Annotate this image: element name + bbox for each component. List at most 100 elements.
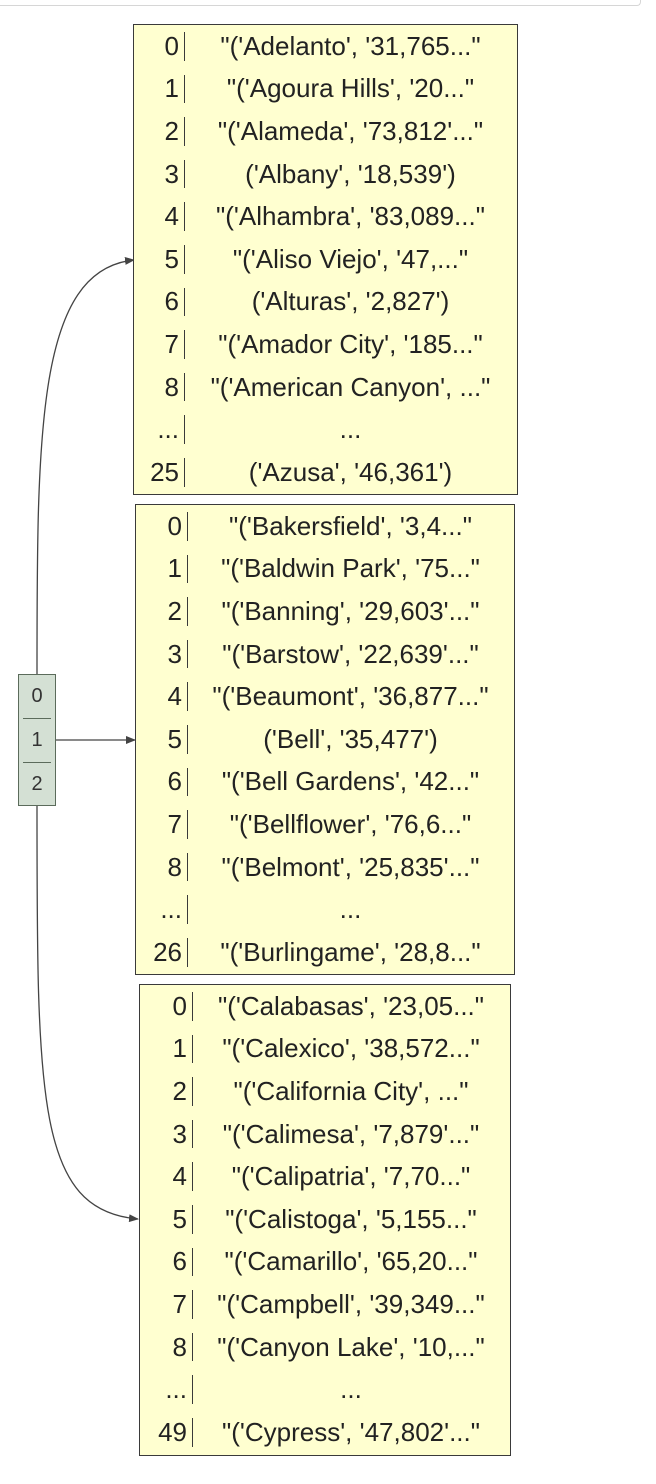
row-index: 5	[167, 723, 182, 754]
list-row: 4 "('Calipatria', '7,70..."	[140, 1155, 510, 1198]
row-value: "('Banning', '29,603'..."	[221, 595, 480, 626]
column-separator	[184, 372, 185, 402]
row-index: ...	[165, 1374, 187, 1405]
list-row: 4 "('Beaumont', '36,877..."	[136, 675, 514, 718]
row-index: 1	[172, 1033, 187, 1064]
column-separator	[192, 1247, 193, 1277]
column-separator	[192, 1375, 193, 1404]
outer-divider	[23, 762, 51, 763]
list-row: 49 "('Cypress', '47,802'..."	[140, 1411, 510, 1454]
list-row: 7 "('Amador City', '185..."	[134, 323, 517, 366]
outer-index: 0	[31, 685, 43, 707]
row-index: 7	[167, 808, 182, 839]
column-separator	[187, 810, 188, 839]
row-value: ('Bell', '35,477')	[263, 723, 438, 754]
outer-index: 1	[31, 729, 43, 751]
row-value: "('Beaumont', '36,877..."	[212, 681, 489, 712]
list-row: 2 "('California City', ..."	[140, 1070, 510, 1113]
list-row: 6 "('Bell Gardens', '42..."	[136, 761, 514, 804]
row-value: "('Bellflower', '76,6..."	[229, 808, 472, 839]
list-row: 1 "('Calexico', '38,572..."	[140, 1028, 510, 1071]
list-row: 3 "('Calimesa', '7,879'..."	[140, 1113, 510, 1156]
row-value: "('Burlingame', '28,8..."	[220, 936, 481, 967]
row-index: 8	[164, 371, 179, 402]
row-value: "('Calimesa', '7,879'..."	[222, 1118, 480, 1149]
list-row: 25 ('Azusa', '46,361')	[134, 451, 517, 494]
row-index: 7	[172, 1288, 187, 1319]
row-value: ('Albany', '18,539')	[245, 158, 456, 189]
column-separator	[187, 597, 188, 626]
column-separator	[192, 1418, 193, 1447]
column-separator	[184, 458, 185, 487]
column-separator	[184, 117, 185, 146]
list-row: 4 "('Alhambra', '83,089..."	[134, 195, 517, 238]
list-row: 5 "('Calistoga', '5,155..."	[140, 1198, 510, 1241]
row-index: 4	[164, 201, 179, 232]
list-row: 26 "('Burlingame', '28,8..."	[136, 931, 514, 974]
column-separator	[187, 895, 188, 924]
row-value: ('Alturas', '2,827')	[251, 286, 450, 317]
row-index: 6	[164, 286, 179, 317]
column-separator	[184, 415, 185, 444]
list-row: 3 ('Albany', '18,539')	[134, 153, 517, 196]
list-row: ......	[134, 408, 517, 451]
row-index: 6	[172, 1246, 187, 1277]
row-value: ('Azusa', '46,361')	[248, 456, 453, 487]
column-separator	[192, 1162, 193, 1191]
row-value: "('Amador City', '185..."	[218, 328, 483, 359]
column-separator	[184, 159, 185, 189]
list-row: 8 "('American Canyon', ..."	[134, 366, 517, 409]
column-separator	[187, 852, 188, 882]
row-value: "('Belmont', '25,835'..."	[221, 851, 480, 882]
list-row: 6 ('Alturas', '2,827')	[134, 281, 517, 324]
row-value: "('Bakersfield', '3,4..."	[229, 510, 472, 541]
column-separator	[184, 330, 185, 359]
row-index: 3	[172, 1118, 187, 1149]
row-index: ...	[157, 414, 179, 445]
list-row: 3 "('Barstow', '22,639'..."	[136, 633, 514, 676]
row-index: 1	[164, 73, 179, 104]
column-separator	[187, 639, 188, 669]
row-index: 0	[164, 30, 179, 61]
outer-index: 2	[31, 773, 43, 795]
row-index: 2	[172, 1075, 187, 1106]
row-value: "('Calipatria', '7,70..."	[231, 1161, 471, 1192]
row-index: 5	[164, 243, 179, 274]
column-separator	[184, 287, 185, 317]
column-separator	[184, 74, 185, 104]
column-separator	[184, 245, 185, 274]
row-index: ...	[160, 894, 182, 925]
row-index: 4	[167, 681, 182, 712]
row-index: 2	[164, 115, 179, 146]
row-value: "('Adelanto', '31,765..."	[220, 30, 481, 61]
list-row: 7 "('Bellflower', '76,6..."	[136, 803, 514, 846]
column-separator	[184, 32, 185, 61]
list-row: 7 "('Campbell', '39,349..."	[140, 1283, 510, 1326]
list-row: 1 "('Agoura Hills', '20..."	[134, 68, 517, 111]
row-value: "('Cypress', '47,802'..."	[222, 1416, 480, 1447]
list-row: 6 "('Camarillo', '65,20..."	[140, 1241, 510, 1284]
row-value: "('Campbell', '39,349..."	[217, 1288, 485, 1319]
row-index: 6	[167, 766, 182, 797]
list-block-1: 0 "('Bakersfield', '3,4..." 1 "('Baldwin Pa…	[135, 504, 515, 975]
row-value: ...	[339, 894, 362, 925]
list-row: 1 "('Baldwin Park', '75..."	[136, 548, 514, 591]
column-separator	[192, 1290, 193, 1319]
row-index: 26	[153, 936, 182, 967]
top-divider	[0, 0, 641, 6]
row-index: 8	[172, 1331, 187, 1362]
row-value: "('Alameda', '73,812'..."	[217, 115, 484, 146]
list-row: 0 "('Bakersfield', '3,4..."	[136, 505, 514, 548]
row-index: 0	[172, 990, 187, 1021]
row-index: 1	[167, 553, 182, 584]
row-value: "('Agoura Hills', '20..."	[226, 73, 475, 104]
row-value: "('American Canyon', ..."	[210, 371, 491, 402]
list-row: 0 "('Calabasas', '23,05..."	[140, 985, 510, 1028]
list-row: 8 "('Belmont', '25,835'..."	[136, 846, 514, 889]
row-value: "('Calexico', '38,572..."	[222, 1033, 480, 1064]
row-value: ...	[340, 1374, 362, 1405]
row-index: 2	[167, 595, 182, 626]
row-value: ...	[339, 414, 362, 445]
column-separator	[187, 767, 188, 797]
row-index: 7	[164, 328, 179, 359]
